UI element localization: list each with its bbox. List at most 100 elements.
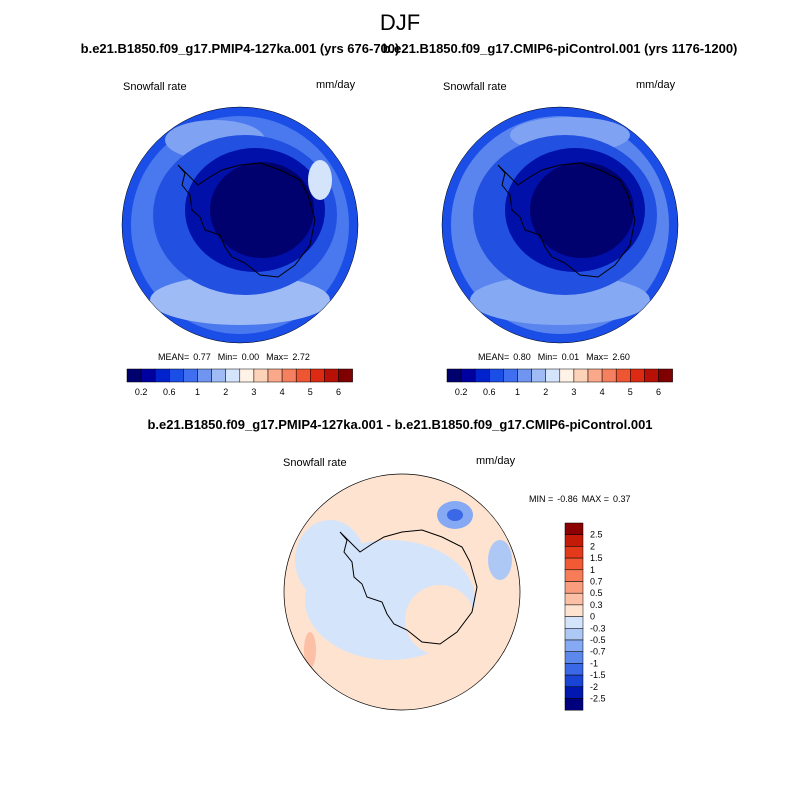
stat-item: Min=: [218, 352, 238, 362]
colorbar-box: [564, 604, 584, 617]
colorbar-box: [517, 368, 532, 383]
colorbar-box: [154, 368, 170, 383]
colorbar-label: 0.3: [590, 600, 603, 610]
colorbar-box: [564, 546, 584, 559]
colorbar-box: [338, 368, 353, 383]
stat-item: Max=: [586, 352, 608, 362]
colorbar-box: [446, 368, 462, 383]
colorbar-box: [564, 569, 584, 582]
colorbar-label: 6: [656, 387, 661, 397]
colorbar-box: [281, 368, 297, 383]
map-panel-2: [442, 107, 678, 343]
colorbar-box: [559, 368, 575, 383]
colorbar-label: 0.6: [483, 387, 496, 397]
colorbar-label: 1: [590, 565, 595, 575]
stat-item: 0.01: [562, 352, 580, 362]
colorbar-label: 2.5: [590, 530, 603, 540]
stat-item: 2.72: [292, 352, 310, 362]
stats: MIN = -0.86 MAX = 0.37: [529, 494, 631, 504]
colorbar-label: -0.3: [590, 623, 606, 633]
stat-item: MEAN=: [158, 352, 189, 362]
map-panel-1: [122, 107, 358, 343]
colorbar-box: [324, 368, 339, 383]
stat-item: 0.00: [242, 352, 260, 362]
colorbar-box: [225, 368, 241, 383]
stat-item: MAX =: [582, 494, 609, 504]
colorbar-box: [531, 368, 546, 383]
colorbar-box: [253, 368, 269, 383]
colorbar-label: -0.5: [590, 635, 606, 645]
colorbar-box: [503, 368, 518, 383]
units-label: mm/day: [636, 79, 676, 91]
map-difference: [284, 474, 520, 710]
colorbar-label: 1: [195, 387, 200, 397]
colorbar-label: 3: [571, 387, 576, 397]
colorbar-box: [140, 368, 156, 383]
colorbar-box: [564, 581, 584, 594]
colorbar-box: [601, 368, 617, 383]
colorbar-label: 4: [280, 387, 285, 397]
stat-item: MIN =: [529, 494, 553, 504]
colorbar-box: [239, 368, 255, 383]
stat-item: 0.80: [513, 352, 531, 362]
stats: MEAN= 0.80 Min= 0.01 Max= 2.60: [478, 352, 630, 362]
colorbar-box: [310, 368, 325, 383]
units-label: mm/day: [316, 79, 356, 91]
colorbar-box: [564, 698, 584, 711]
colorbar-label: 2: [543, 387, 548, 397]
colorbar-box: [564, 557, 584, 571]
colorbar-label: 0.2: [455, 387, 468, 397]
colorbar-box: [587, 368, 603, 383]
map-border: [283, 473, 521, 711]
colorbar-box: [489, 368, 504, 383]
colorbar-box: [564, 651, 584, 664]
map-border: [121, 106, 359, 344]
colorbar-label: 2: [223, 387, 228, 397]
stat-item: -0.86: [557, 494, 578, 504]
colorbar-label: 1: [515, 387, 520, 397]
colorbar-label: -1.5: [590, 670, 606, 680]
colorbar-label: -0.7: [590, 647, 606, 657]
variable-label: Snowfall rate: [123, 81, 187, 93]
colorbar-label: 2: [590, 541, 595, 551]
colorbar-box: [615, 368, 631, 383]
stats: MEAN= 0.77 Min= 0.00 Max= 2.72: [158, 352, 310, 362]
colorbar-box: [183, 368, 198, 383]
colorbar-box: [564, 616, 584, 629]
colorbar-label: -2: [590, 682, 598, 692]
panel-title: b.e21.B1850.f09_g17.PMIP4-127ka.001 (yrs…: [81, 41, 400, 56]
colorbar-box: [573, 368, 589, 383]
colorbar-box: [564, 534, 584, 547]
colorbar-label: 0.2: [135, 387, 148, 397]
colorbar-box: [564, 663, 584, 676]
stat-item: Min=: [538, 352, 558, 362]
colorbar-box: [169, 368, 184, 383]
colorbar-box: [630, 368, 645, 383]
colorbar-label: -1: [590, 658, 598, 668]
colorbar-label: 0: [590, 612, 595, 622]
colorbar-label: 4: [600, 387, 605, 397]
colorbar-box: [658, 368, 673, 383]
colorbar-box: [295, 368, 311, 383]
colorbar-box: [564, 628, 584, 641]
colorbar-box: [545, 368, 561, 383]
colorbar-box: [564, 686, 584, 699]
colorbar-box: [126, 368, 142, 383]
panel-title: b.e21.B1850.f09_g17.CMIP6-piControl.001 …: [383, 41, 738, 56]
colorbar-box: [474, 368, 490, 383]
colorbar-label: 0.5: [590, 588, 603, 598]
colorbar-label: 1.5: [590, 553, 603, 563]
map-border: [441, 106, 679, 344]
colorbar-box: [460, 368, 476, 383]
colorbar-label: 5: [628, 387, 633, 397]
colorbar-label: 6: [336, 387, 341, 397]
colorbar-box: [197, 368, 212, 383]
labels: b.e21.B1850.f09_g17.PMIP4-127ka.001 (yrs…: [81, 41, 738, 711]
stat-item: Max=: [266, 352, 288, 362]
colorbar-box: [564, 522, 584, 535]
colorbar-box: [644, 368, 659, 383]
colorbar-label: -2.5: [590, 694, 606, 704]
stat-item: 0.77: [193, 352, 211, 362]
colorbar-box: [564, 592, 584, 606]
stat-item: MEAN=: [478, 352, 509, 362]
